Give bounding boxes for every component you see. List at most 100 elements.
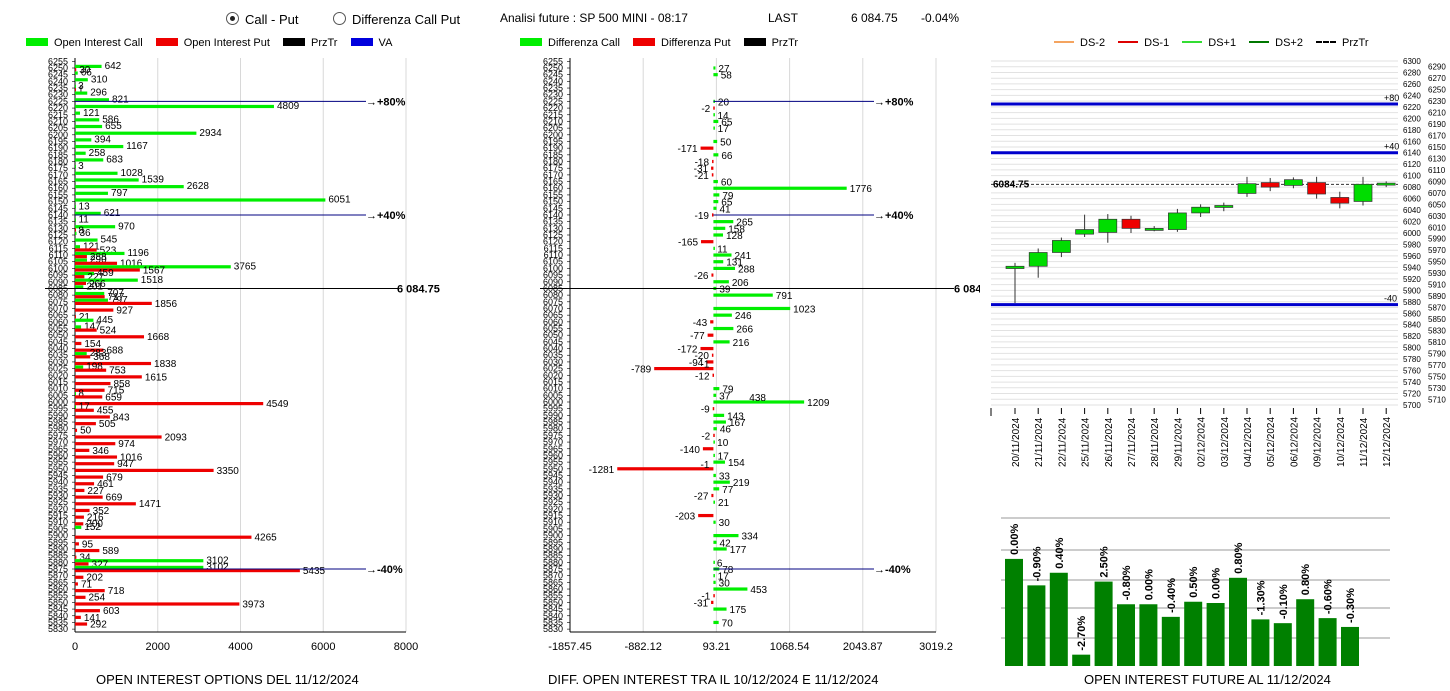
call-value-label: 3102 [206, 562, 229, 573]
future-bar-label: -0.90% [1031, 546, 1043, 581]
y-tick-label: 5920 [1403, 275, 1421, 284]
call-bar [75, 251, 125, 256]
put-bar [75, 335, 145, 339]
call-bar [75, 84, 76, 89]
strike-label: 6175 [543, 163, 563, 173]
put-value-label: 95 [82, 539, 94, 550]
strike-label: 5850 [543, 597, 563, 607]
diff-value-label: -789 [631, 365, 651, 376]
strike-label: 5960 [543, 450, 563, 460]
diff-bar [713, 547, 727, 551]
diff-bar [713, 193, 720, 197]
call-value-label: 707 [107, 288, 124, 299]
strike-label: 5895 [543, 537, 563, 547]
y-tick-label: 5860 [1403, 309, 1421, 318]
put-value-label: 288 [90, 252, 107, 263]
put-value-label: 292 [90, 619, 107, 630]
diff-bar [713, 246, 715, 250]
footer-future-oi: OPEN INTEREST FUTURE AL 11/12/2024 [1084, 672, 1331, 687]
strike-label: 6110 [544, 250, 563, 260]
strike-label: 5845 [48, 604, 68, 614]
diff-bar [711, 173, 714, 177]
strike-label: 5870 [543, 571, 563, 581]
radio-diff[interactable]: Differenza Call Put [333, 12, 460, 27]
strike-label: 6125 [543, 230, 563, 240]
put-value-label: 1856 [155, 299, 178, 310]
put-bar [75, 542, 79, 546]
put-bar [75, 361, 152, 366]
strike-label: 6105 [543, 257, 563, 267]
strike-label: 6010 [48, 384, 68, 394]
legend-ds-1: DS-1 [1118, 37, 1169, 49]
future-bar-label: -0.10% [1278, 584, 1290, 619]
strike-label: 5830 [543, 624, 563, 634]
diff-bar [654, 367, 714, 371]
strike-label: 6175 [48, 163, 68, 173]
strike-label: 6230 [48, 90, 68, 100]
strike-label: 6220 [543, 103, 563, 113]
diff-value-label: 42 [720, 538, 732, 549]
diff-value-label: 70 [722, 618, 734, 629]
strike-label: 6220 [48, 103, 68, 113]
strike-label: 6205 [48, 123, 68, 133]
call-value-label: 683 [106, 155, 123, 166]
candle-body [1376, 182, 1396, 186]
legend-ds-1-label: DS-1 [1144, 37, 1170, 49]
radio-diff-label: Differenza Call Put [352, 12, 461, 27]
put-value-label: 154 [84, 339, 101, 350]
diff-value-label: 266 [736, 325, 753, 336]
diff-value-label: 20 [718, 97, 730, 108]
radio-call-put[interactable]: Call - Put [226, 12, 298, 27]
put-value-label: 50 [80, 426, 92, 437]
future-bar [1094, 581, 1113, 666]
diff-value-label: 10 [717, 438, 729, 449]
strike-label: 6255 [48, 56, 68, 66]
strike-label: 5980 [48, 424, 68, 434]
put-bar [75, 88, 76, 92]
put-value-label: 523 [100, 245, 117, 256]
strike-label: 6110 [49, 250, 68, 260]
diff-bar [713, 119, 719, 124]
strike-label: 5850 [48, 597, 68, 607]
call-bar [75, 178, 139, 182]
strike-label: 6135 [48, 217, 68, 227]
diff-bar [712, 407, 715, 411]
candle-body [1005, 265, 1025, 269]
diff-value-label: 41 [719, 204, 731, 215]
diff-value-label: 1776 [850, 184, 873, 195]
diff-value-label: -26 [694, 271, 709, 282]
diff-value-label: 438 [749, 393, 766, 404]
strike-label: 6130 [48, 223, 68, 233]
call-bar [75, 271, 94, 276]
diff-value-label: -172 [677, 345, 697, 356]
radio-unselected-icon[interactable] [333, 12, 346, 25]
put-value-label: 1471 [139, 499, 162, 510]
date-label: 26/11/2024 [1104, 417, 1115, 467]
strike-label: 6130 [543, 223, 563, 233]
diff-value-label: -1281 [589, 465, 615, 476]
strike-label: 5990 [48, 410, 68, 420]
call-bar [75, 64, 102, 68]
diff-bar [617, 467, 714, 471]
future-bar [1005, 558, 1023, 666]
diff-value-label: -18 [695, 158, 710, 169]
put-bar [75, 428, 78, 432]
diff-value-label: -1 [700, 460, 709, 471]
swatch-put [155, 38, 178, 46]
put-bar [75, 268, 140, 272]
strike-label: 5890 [48, 544, 68, 554]
diff-bar [713, 126, 715, 130]
put-bar [75, 475, 104, 479]
y-tick-label: 6070 [1428, 189, 1446, 198]
future-oi-chart: 0.00% -0.90% 0.40% -2.70% 2.50% -0.80% 0.00% -0… [1001, 517, 1390, 666]
call-value-label: 797 [111, 295, 128, 306]
strike-label: 5845 [543, 604, 563, 614]
strike-label: 5985 [48, 417, 68, 427]
strike-label: 6230 [543, 90, 563, 100]
swatch-diff-prztr [743, 38, 766, 46]
put-bar [75, 255, 87, 259]
radio-selected-icon[interactable] [226, 12, 239, 25]
y-tick-label: 6220 [1403, 103, 1421, 112]
put-bar [75, 381, 111, 386]
future-bar-label: 2.50% [1099, 546, 1111, 577]
